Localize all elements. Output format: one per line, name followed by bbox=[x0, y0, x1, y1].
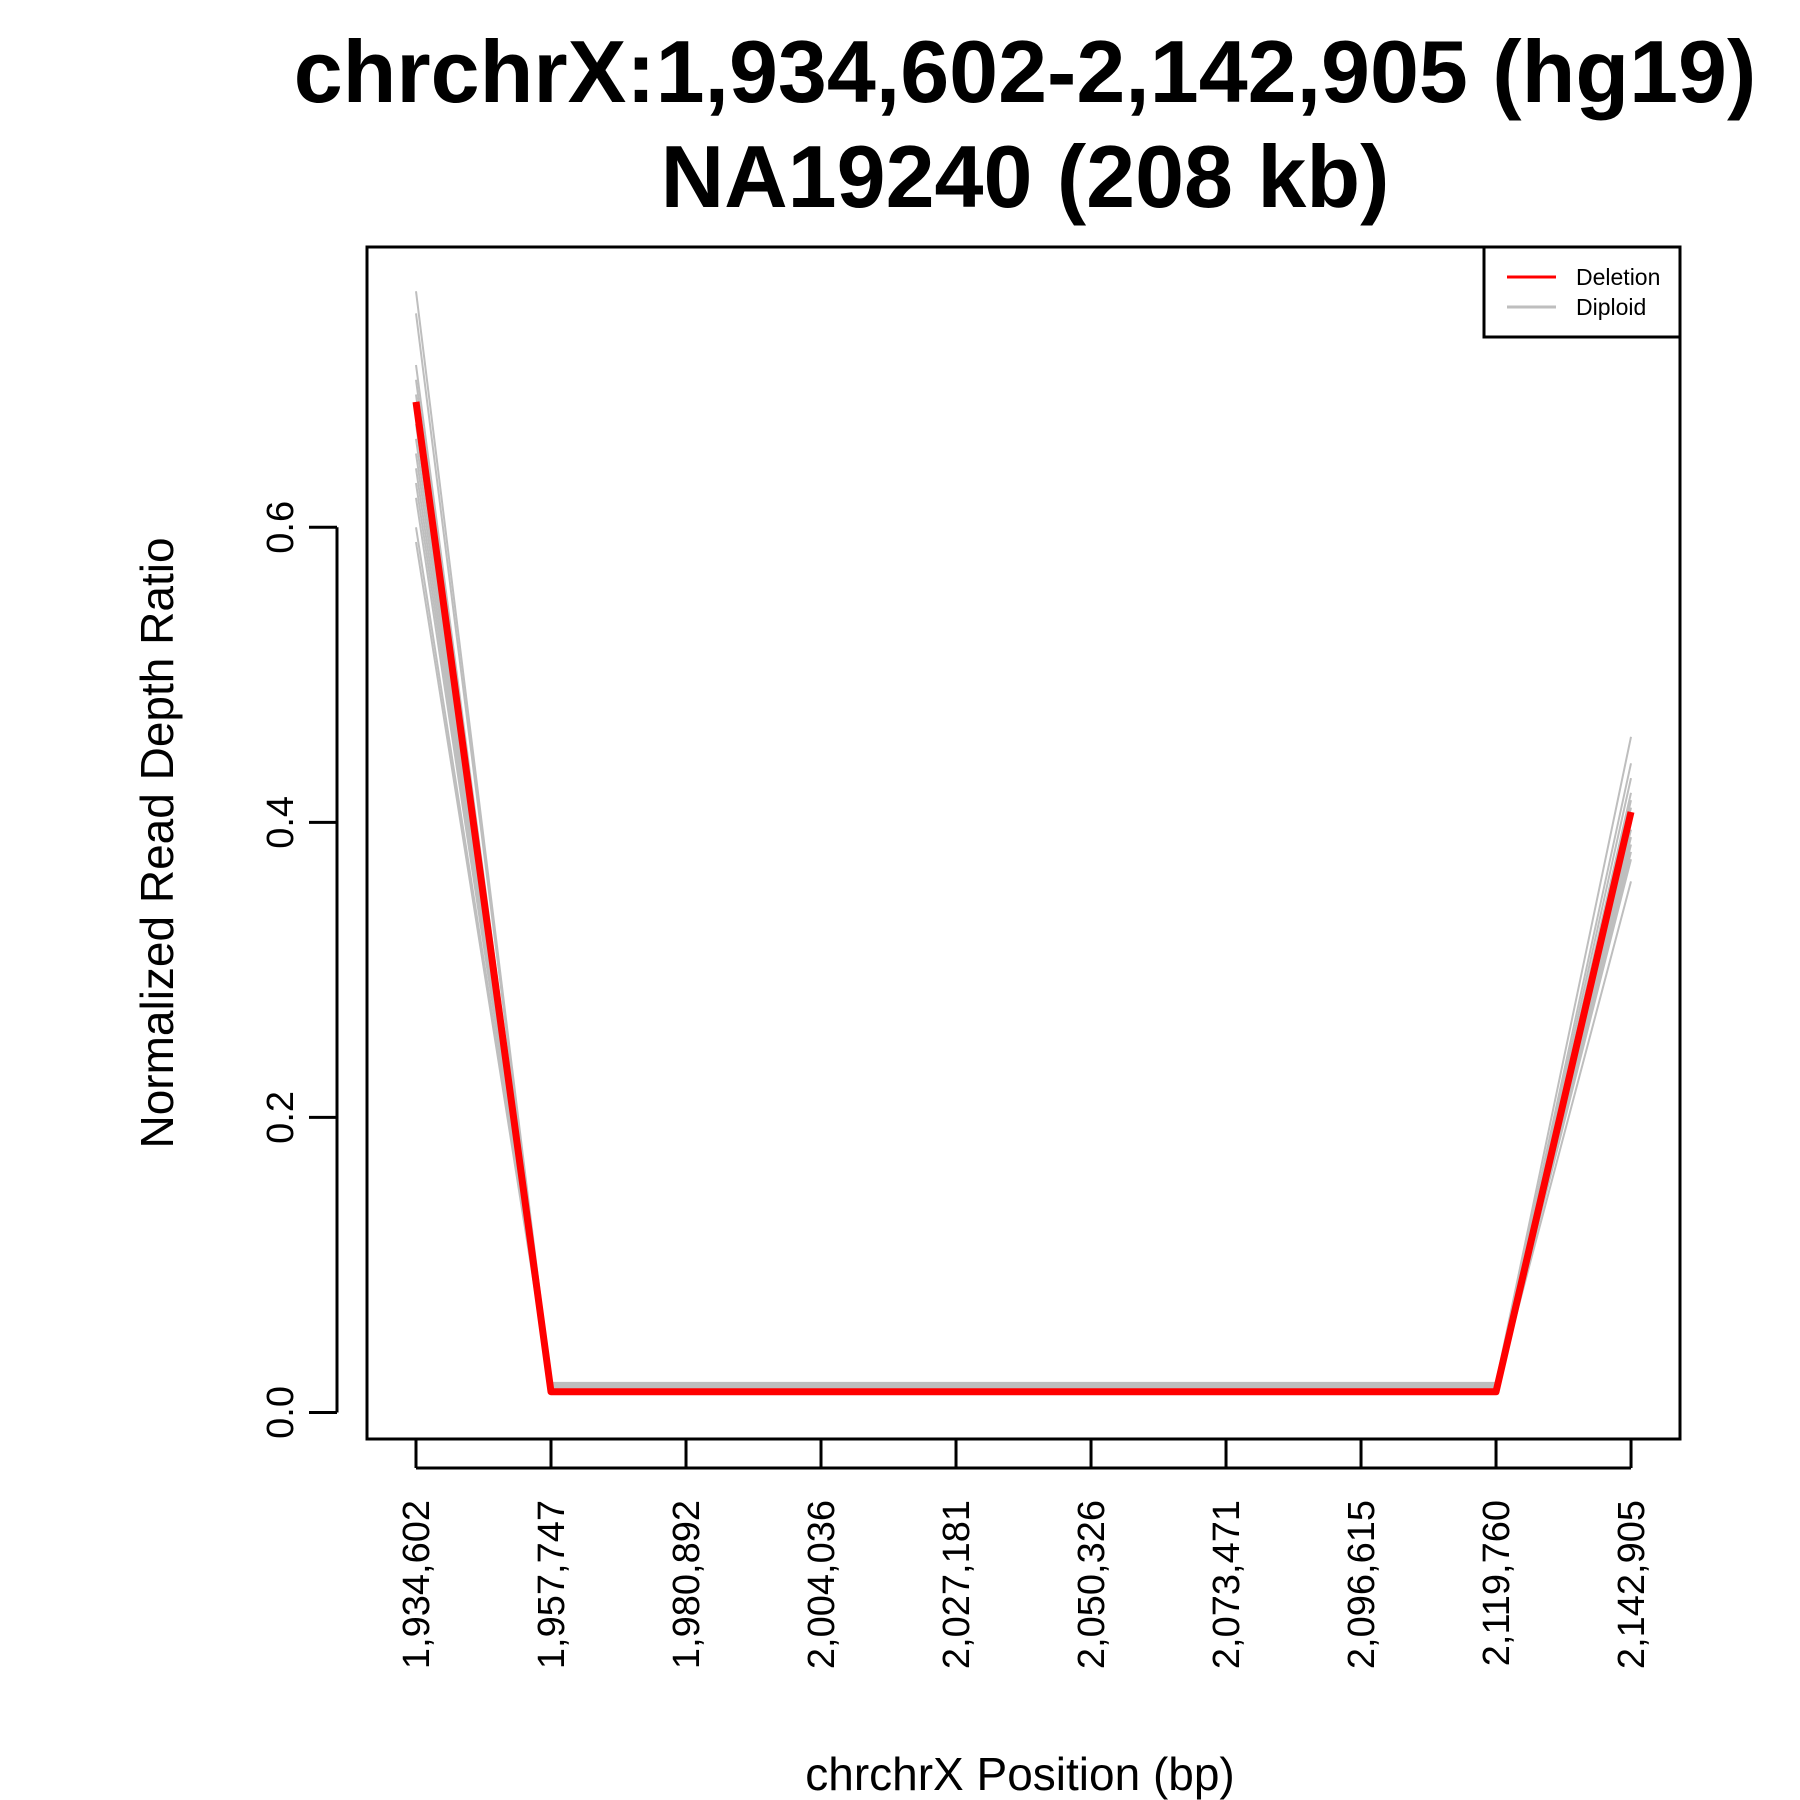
diploid-line-10 bbox=[415, 468, 1632, 1392]
diploid-line-12 bbox=[415, 497, 1632, 1392]
y-tick-label: 0.0 bbox=[260, 1386, 302, 1439]
legend-label-deletion: Deletion bbox=[1576, 264, 1660, 290]
x-tick-label: 2,050,326 bbox=[1071, 1500, 1113, 1669]
x-tick-label: 1,980,892 bbox=[666, 1500, 708, 1669]
y-axis-title: Normalized Read Depth Ratio bbox=[131, 537, 183, 1148]
chart-title: chrchrX:1,934,602-2,142,905 (hg19) bbox=[294, 22, 1757, 121]
legend-box bbox=[1482, 245, 1682, 339]
x-tick-label: 2,004,036 bbox=[801, 1500, 843, 1669]
diploid-line-1 bbox=[415, 291, 1632, 1384]
x-axis-title: chrchrX Position (bp) bbox=[805, 1748, 1235, 1800]
diploid-line-14 bbox=[415, 541, 1632, 1393]
legend: Deletion Diploid bbox=[1482, 245, 1682, 339]
diploid-line-9 bbox=[415, 453, 1632, 1390]
plot-frame bbox=[365, 245, 1682, 1441]
diploid-line-8 bbox=[415, 438, 1632, 1390]
diploid-line-7 bbox=[415, 423, 1632, 1390]
x-tick-label: 2,096,615 bbox=[1341, 1500, 1383, 1669]
diploid-line-2 bbox=[415, 313, 1632, 1386]
x-tick-label: 2,027,181 bbox=[936, 1500, 978, 1669]
diploid-line-3 bbox=[415, 364, 1632, 1387]
y-tick-label: 0.2 bbox=[260, 1091, 302, 1144]
y-axis: 0.0 0.2 0.4 0.6 bbox=[260, 501, 339, 1439]
x-tick-label: 1,957,747 bbox=[531, 1500, 573, 1669]
x-tick-label: 2,119,760 bbox=[1476, 1500, 1518, 1666]
diploid-line-11 bbox=[415, 482, 1632, 1392]
diploid-line-6 bbox=[415, 409, 1632, 1389]
deletion-line bbox=[412, 401, 1635, 1396]
y-tick-label: 0.4 bbox=[260, 796, 302, 849]
x-tick-label: 1,934,602 bbox=[396, 1500, 438, 1669]
x-tick-label: 2,142,905 bbox=[1611, 1500, 1653, 1669]
diploid-line-4 bbox=[415, 379, 1632, 1387]
deletion-line-group bbox=[412, 401, 1635, 1396]
diploid-line-13 bbox=[415, 527, 1632, 1392]
legend-label-diploid: Diploid bbox=[1576, 294, 1646, 320]
diploid-line-5 bbox=[415, 394, 1632, 1389]
diploid-lines-group bbox=[415, 291, 1632, 1393]
chart-subtitle: NA19240 (208 kb) bbox=[661, 127, 1390, 226]
y-tick-label: 0.6 bbox=[260, 501, 302, 554]
x-axis: 1,934,602 1,957,747 1,980,892 2,004,036 2,02… bbox=[396, 1440, 1653, 1669]
x-tick-label: 2,073,471 bbox=[1206, 1500, 1248, 1669]
